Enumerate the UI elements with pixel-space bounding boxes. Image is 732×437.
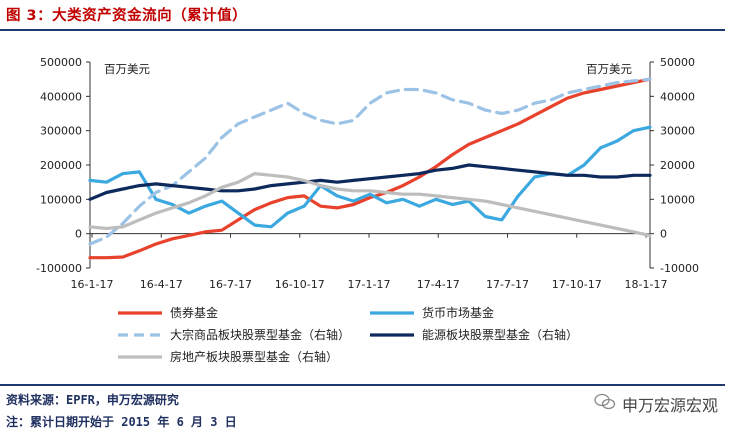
title-divider xyxy=(0,29,725,31)
legend-label-3: 能源板块股票型基金（右轴） xyxy=(422,327,578,342)
line-chart: 5000004000003000002000001000000-10000050… xyxy=(36,56,699,364)
wechat-icon xyxy=(594,393,616,415)
y-tick-label-left: -100000 xyxy=(36,262,82,275)
y-tick-label-left: 500000 xyxy=(40,56,82,69)
right-axis-unit: 百万美元 xyxy=(586,62,632,76)
date-note: 注：累计日期开始于 2015 年 6 月 3 日 xyxy=(6,415,237,429)
chart-title: 图 3：大类资产资金流向（累计值） xyxy=(6,8,248,24)
x-tick-label: 17-7-17 xyxy=(486,278,529,291)
y-tick-label-left: 0 xyxy=(75,228,82,241)
y-tick-label-right: 50000 xyxy=(660,56,695,69)
legend-label-4: 房地产板块股票型基金（右轴） xyxy=(170,349,338,364)
legend-label-2: 大宗商品板块股票型基金（右轴） xyxy=(170,327,350,342)
footer-divider xyxy=(0,384,725,386)
chart-axes: 5000004000003000002000001000000-10000050… xyxy=(36,56,699,291)
y-tick-label-right: 0 xyxy=(660,228,667,241)
y-tick-label-right: 30000 xyxy=(660,125,695,138)
chart-series xyxy=(88,77,652,260)
y-tick-label-right: 10000 xyxy=(660,193,695,206)
x-tick-label: 16-1-17 xyxy=(71,278,114,291)
y-tick-label-left: 300000 xyxy=(40,125,82,138)
x-tick-label: 17-10-17 xyxy=(552,278,602,291)
source-note: 资料来源：EPFR，申万宏源研究 xyxy=(6,393,179,407)
y-tick-label-right: 20000 xyxy=(660,159,695,172)
x-tick-label: 18-1-17 xyxy=(625,278,668,291)
series-line-1 xyxy=(88,125,652,229)
x-tick-label: 17-1-17 xyxy=(348,278,391,291)
y-tick-label-right: 40000 xyxy=(660,90,695,103)
series-line-2 xyxy=(88,77,652,246)
series-line-0 xyxy=(88,77,652,260)
x-tick-label: 16-4-17 xyxy=(140,278,183,291)
y-tick-label-left: 200000 xyxy=(40,159,82,172)
brand-watermark: 申万宏源宏观 xyxy=(594,392,718,416)
left-axis-unit: 百万美元 xyxy=(104,62,150,76)
legend-label-0: 债券基金 xyxy=(170,305,218,320)
y-tick-label-left: 400000 xyxy=(40,90,82,103)
x-tick-label: 16-7-17 xyxy=(209,278,252,291)
series-line-4 xyxy=(88,172,652,237)
y-tick-label-right: -10000 xyxy=(660,262,699,275)
brand-name: 申万宏源宏观 xyxy=(621,396,718,415)
y-tick-label-left: 100000 xyxy=(40,193,82,206)
x-tick-label: 17-4-17 xyxy=(417,278,460,291)
series-line-3 xyxy=(88,163,652,201)
x-tick-label: 16-10-17 xyxy=(275,278,325,291)
legend-label-1: 货币市场基金 xyxy=(422,305,494,320)
